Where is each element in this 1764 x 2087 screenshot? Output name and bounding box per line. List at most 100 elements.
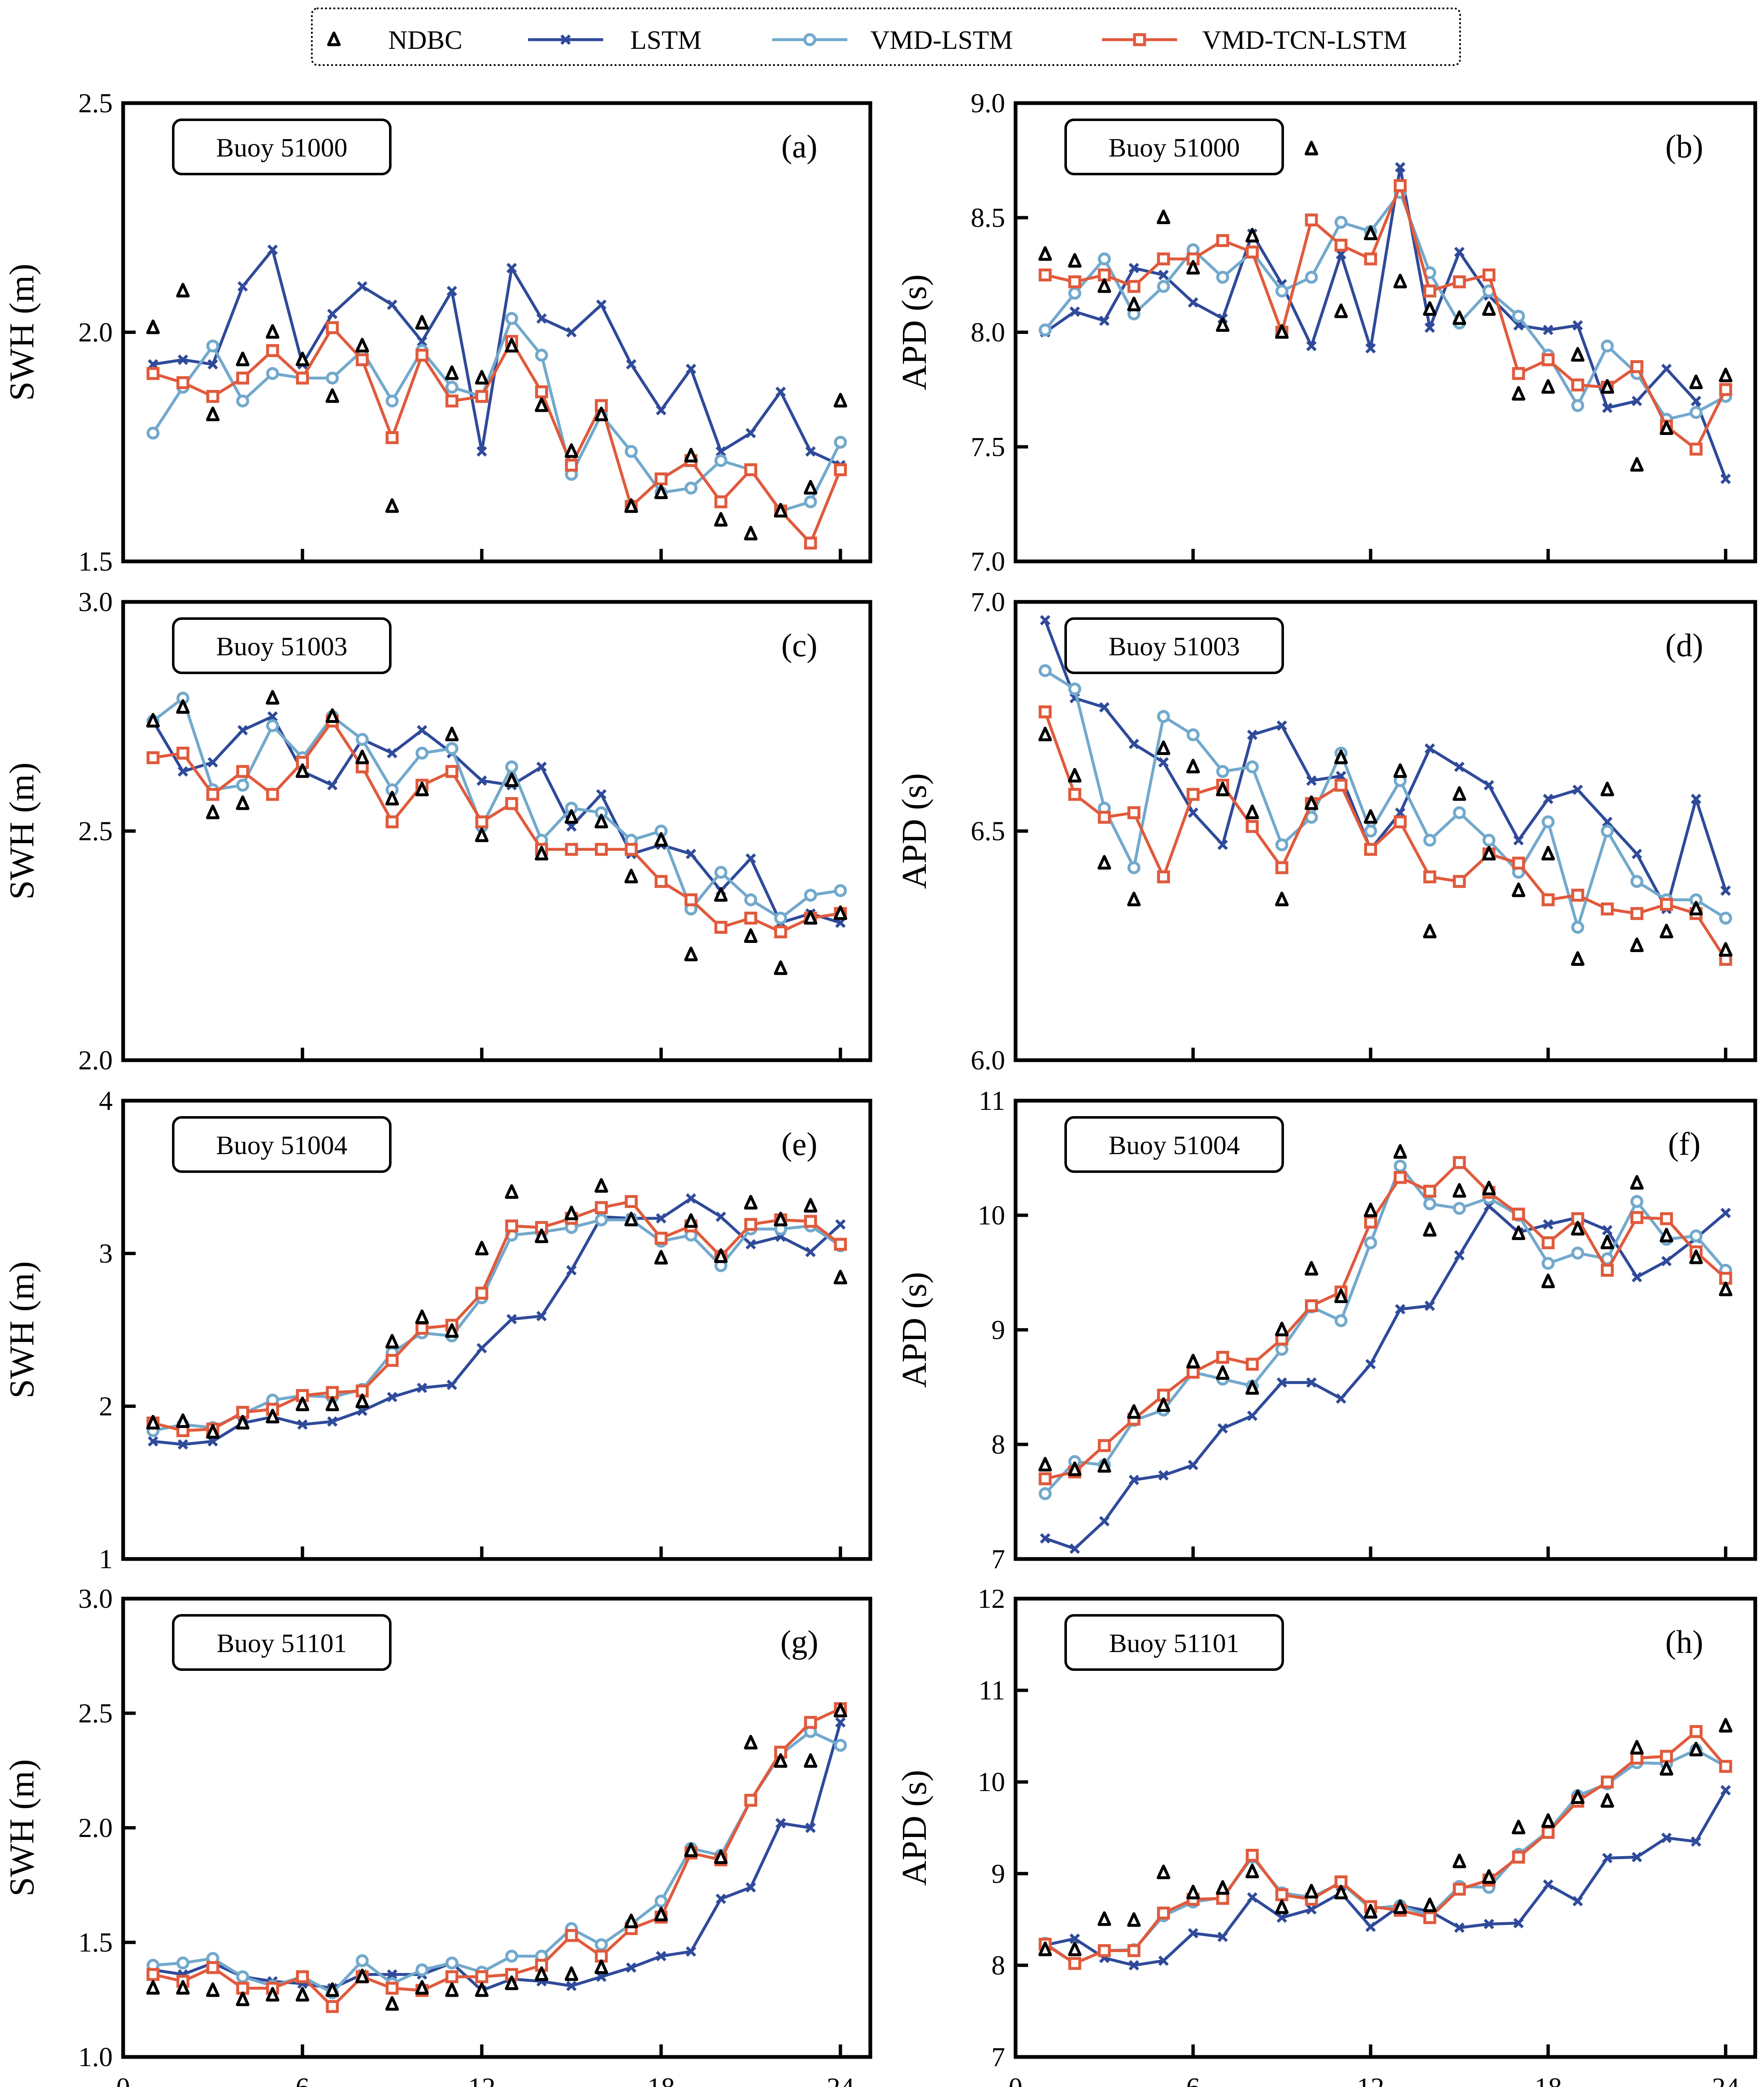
data-point [1453,1882,1466,1896]
series-ndbc [1038,141,1733,472]
data-point [236,778,249,792]
series-line [152,697,841,920]
data-point [357,281,368,292]
data-point [385,815,399,829]
data-point [566,327,577,338]
data-point [505,772,519,787]
data-point [1157,870,1170,884]
data-point [385,1996,399,2011]
series-lstm [148,711,846,928]
data-point [1542,1826,1555,1839]
data-point [1513,320,1524,331]
data-point [1482,1180,1496,1195]
series-line [152,1707,841,2008]
data-point [1601,1263,1614,1277]
data-point [744,526,758,541]
series-vmd-tcn-lstm [1039,1725,1732,1970]
series-ndbc [1038,1718,1733,1956]
data-point [1542,893,1555,907]
data-point [595,1201,608,1214]
data-point [1630,1175,1644,1190]
data-point [415,1980,429,1995]
data-point [1188,1928,1198,1939]
x-tick-label: 12 [468,2072,495,2087]
data-point [1246,760,1259,773]
buoy-label-box [172,617,392,674]
data-point [1099,702,1110,713]
data-point [1542,353,1555,366]
series-line [1044,166,1727,480]
data-point [1068,768,1082,783]
data-point [1275,1899,1289,1914]
x-tick-label: 24 [826,2072,854,2087]
data-point [1661,1256,1672,1266]
data-point [355,1393,369,1408]
data-point [1129,263,1139,273]
data-point [566,1265,577,1276]
data-point [685,364,696,374]
data-point [1660,924,1673,939]
data-point [147,1968,160,1981]
data-point [595,1938,608,1951]
data-point [1188,1460,1198,1471]
data-point [1068,1941,1082,1956]
data-point [445,1956,459,1970]
buoy-label-box [172,119,392,175]
y-tick-label: 1.5 [78,1928,113,1958]
data-point [714,1849,728,1864]
data-point [1630,457,1644,472]
data-point [1245,227,1259,243]
data-point [654,1250,668,1265]
data-point [744,1218,758,1231]
data-point [744,1735,758,1750]
data-point [1630,907,1643,920]
buoy-label: Buoy 51000 [1109,133,1240,162]
data-point [714,887,728,902]
data-point [1364,1203,1377,1218]
data-point [265,1987,280,2002]
data-point [445,726,459,741]
data-point [1216,765,1229,778]
series-vmd-lstm [1039,1159,1732,1501]
data-point [476,1343,487,1354]
data-point [1275,1888,1289,1901]
data-point [176,746,190,760]
data-point [475,1286,488,1300]
data-point [1571,399,1585,412]
data-point [506,263,517,273]
data-point [1512,1850,1525,1864]
data-point [1600,379,1614,394]
data-point [536,1311,547,1321]
y-tick-label: 9 [991,1859,1005,1889]
data-point [236,371,249,385]
series-ndbc [1038,1144,1733,1476]
series-line [153,719,841,934]
data-point [237,725,248,735]
data-point [1602,402,1613,413]
data-point [1098,252,1111,265]
data-point [1097,855,1111,870]
data-point [714,866,728,879]
data-point [1364,824,1377,838]
data-point [1097,278,1111,293]
data-point [1216,317,1230,332]
data-point [1541,1813,1555,1828]
data-point [1245,1863,1259,1878]
data-point [535,1228,548,1243]
data-point [1720,885,1731,896]
data-point [774,912,787,925]
series-ndbc [146,283,847,541]
data-point [445,365,459,380]
data-point [655,1895,668,1908]
data-point [1158,757,1169,768]
data-point [773,1753,788,1768]
y-tick-label: 2 [99,1391,113,1422]
data-point [1601,1775,1614,1789]
data-point [505,312,518,325]
data-point [1660,898,1673,911]
data-point [1571,889,1585,902]
data-point [1512,1208,1525,1221]
data-point [834,393,847,408]
data-point [476,446,487,457]
data-point [535,397,548,412]
